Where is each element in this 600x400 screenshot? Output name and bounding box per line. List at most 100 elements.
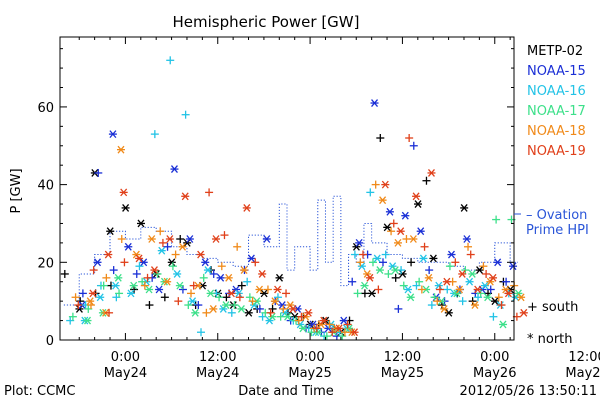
north-point [486, 277, 495, 286]
north-point [517, 293, 526, 302]
south-point [435, 285, 444, 294]
south-point [76, 297, 85, 306]
x-axis-ticks: 0:00May2412:00May240:00May2512:00May250:… [78, 37, 600, 381]
x-tick-time-label: 12:00 [199, 350, 236, 365]
north-point [255, 285, 264, 294]
star-d2 [84, 316, 92, 325]
south-point [158, 238, 167, 247]
south-point [445, 262, 454, 271]
north-point [319, 316, 328, 325]
south-point [187, 289, 196, 298]
north-point [339, 316, 348, 325]
south-point [476, 289, 485, 298]
star-d2 [173, 270, 181, 278]
north-point [283, 312, 292, 321]
south-point [194, 301, 203, 310]
north-point [93, 258, 102, 267]
south-point [394, 304, 403, 313]
legend-entry: NOAA-17 [527, 104, 586, 119]
star-d2 [94, 258, 102, 267]
north-point [375, 266, 384, 274]
north-point [275, 273, 284, 282]
south-point [409, 141, 418, 150]
star-d2 [227, 289, 235, 298]
star-d2 [445, 308, 453, 317]
north-point [406, 293, 415, 302]
north-point [473, 285, 482, 294]
south-point [427, 301, 436, 310]
star-d2 [284, 312, 292, 321]
north-point [381, 180, 390, 189]
ovation-step-path [63, 195, 518, 306]
star-d2 [504, 289, 512, 298]
star-d2 [414, 200, 422, 208]
star-d2 [429, 254, 437, 263]
north-point [106, 227, 115, 236]
x-tick-date-label: May26 [565, 366, 600, 381]
star-d2 [520, 308, 528, 317]
star-d2 [340, 316, 348, 325]
scatter-points [60, 56, 528, 341]
south-point [466, 250, 475, 259]
south-point [160, 293, 169, 302]
south-point [458, 297, 467, 306]
north-point [280, 308, 289, 317]
south-point [233, 242, 242, 251]
north-point [440, 305, 449, 313]
north-point [367, 289, 376, 298]
star-d2 [130, 281, 138, 290]
star-d2 [417, 227, 425, 236]
north-point [360, 281, 369, 290]
north-point [419, 254, 428, 263]
south-point [243, 277, 252, 286]
south-point [328, 328, 337, 337]
x-tick-time-label: 0:00 [480, 350, 509, 365]
south-point [378, 258, 387, 267]
south-point [153, 269, 162, 278]
star-d2 [114, 273, 122, 282]
legend: METP-02 NOAA-15 NOAA-16 NOAA-17 NOAA-18 NOAA-… [514, 44, 586, 215]
x-axis-label: Date and Time [238, 384, 334, 399]
south-point [389, 219, 398, 228]
north-point [499, 320, 508, 329]
star-d2 [358, 262, 366, 271]
south-point [494, 293, 503, 302]
north-point [234, 289, 243, 298]
star-d2 [463, 235, 471, 243]
star-d2 [394, 238, 402, 247]
star-d2 [314, 328, 322, 337]
south-point [486, 285, 495, 294]
north-point [391, 266, 400, 274]
south-point [433, 297, 442, 306]
star-d2 [435, 281, 443, 290]
legend-entry: METP-02 [527, 44, 583, 59]
north-point [335, 324, 344, 333]
north-point [132, 250, 141, 259]
north-point [219, 305, 228, 313]
south-point [384, 269, 393, 278]
ovation-legend-line1: – Ovation [526, 208, 587, 223]
south-point [89, 266, 98, 275]
north-point [490, 297, 499, 306]
south-point [482, 269, 491, 278]
star-d2 [363, 270, 371, 278]
star-d2 [253, 297, 261, 306]
north-point [129, 281, 138, 290]
south-point [181, 110, 190, 119]
south-point [109, 266, 118, 275]
south-point [199, 273, 208, 282]
star-d2 [189, 297, 197, 306]
south-point [115, 289, 124, 298]
north-point [212, 235, 221, 243]
north-point [244, 308, 253, 317]
star-d2 [368, 289, 376, 298]
north-point [196, 250, 205, 259]
star-d2 [247, 254, 255, 263]
north-point [298, 324, 307, 333]
star-d2 [481, 281, 489, 290]
star-d2 [427, 169, 435, 177]
north-point [188, 297, 197, 306]
x-tick-date-label: May24 [196, 366, 239, 381]
north-point [260, 289, 269, 298]
south-point [420, 242, 429, 251]
